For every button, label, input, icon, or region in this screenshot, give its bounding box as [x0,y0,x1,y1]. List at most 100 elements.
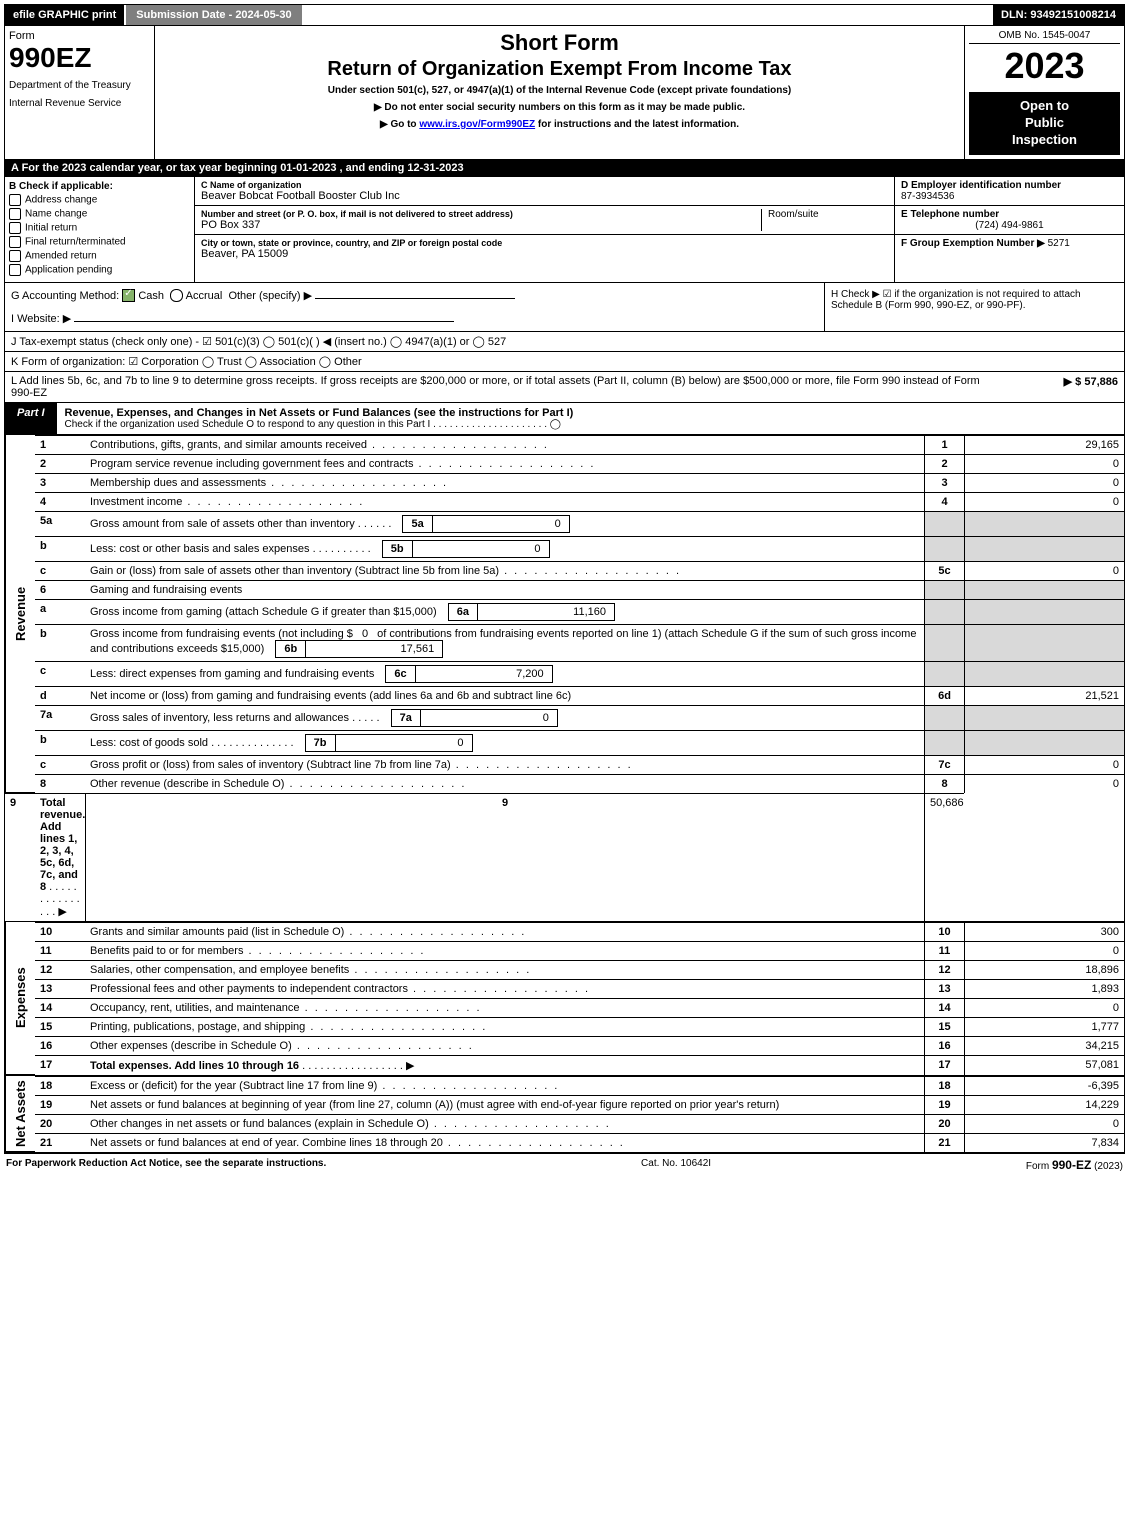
return-title: Return of Organization Exempt From Incom… [165,58,954,81]
line-2-desc: Program service revenue including govern… [85,454,924,473]
line-14-desc: Occupancy, rent, utilities, and maintena… [85,998,924,1017]
line-6-num: 6 [35,580,85,599]
line-5a-text: Gross amount from sale of assets other t… [90,518,355,530]
checkbox-accrual[interactable] [170,289,183,302]
part-1-sub: Check if the organization used Schedule … [65,419,431,430]
opt-pend: Application pending [25,264,112,275]
ssn-warning: ▶ Do not enter social security numbers o… [165,102,954,113]
line-19-desc: Net assets or fund balances at beginning… [85,1095,924,1114]
line-6b-text1: Gross income from fundraising events (no… [90,628,353,640]
line-21-num: 21 [35,1133,85,1152]
line-12-desc: Salaries, other compensation, and employ… [85,960,924,979]
page-footer: For Paperwork Reduction Act Notice, see … [4,1153,1125,1176]
line-7c-box: 7c [924,755,964,774]
line-7b-desc: Less: cost of goods sold . . . . . . . .… [85,730,924,755]
line-8-val: 0 [964,774,1124,793]
line-2-num: 2 [35,454,85,473]
line-6b-ib-val: 17,561 [306,641,442,657]
line-1-val: 29,165 [964,435,1124,454]
checkbox-pending[interactable] [9,264,21,276]
room-suite-label: Room/suite [761,209,888,231]
checkbox-name-change[interactable] [9,208,21,220]
form-header: Form 990EZ Department of the Treasury In… [4,26,1125,160]
line-6b-box-shade [924,624,964,661]
line-7a-ib-val: 0 [421,710,557,726]
part-1-checkbox[interactable]: ◯ [550,419,561,430]
line-2-val: 0 [964,454,1124,473]
checkbox-address-change[interactable] [9,194,21,206]
line-5c-val: 0 [964,561,1124,580]
line-14-val: 0 [964,998,1124,1017]
checkbox-amended[interactable] [9,250,21,262]
line-12-box: 12 [924,960,964,979]
line-12-val: 18,896 [964,960,1124,979]
line-6c-num: c [35,661,85,686]
line-5a-ib-val: 0 [433,516,569,532]
line-6d-desc: Net income or (loss) from gaming and fun… [85,686,924,705]
line-10-box: 10 [924,922,964,941]
footer-form-post: (2023) [1094,1161,1123,1172]
line-7b-val-shade [964,730,1124,755]
line-9-desc: Total revenue. Add lines 1, 2, 3, 4, 5c,… [35,793,85,921]
submission-date: Submission Date - 2024-05-30 [126,5,301,25]
instructions-link-line: ▶ Go to www.irs.gov/Form990EZ for instru… [165,119,954,130]
footer-right: Form 990-EZ (2023) [1026,1158,1123,1172]
open-line3: Inspection [973,132,1116,149]
line-4-num: 4 [35,492,85,511]
checkbox-cash[interactable] [122,289,135,302]
line-6b-desc: Gross income from fundraising events (no… [85,624,924,661]
line-9-box: 9 [85,793,924,921]
efile-print-label: efile GRAPHIC print [5,5,124,25]
line-7a-text: Gross sales of inventory, less returns a… [90,712,349,724]
line-7a-ib-lbl: 7a [392,710,421,726]
ein-value: 87-3934536 [901,191,1118,202]
line-6b-num: b [35,624,85,661]
line-7b-inner: 7b 0 [305,734,473,752]
checkbox-final-return[interactable] [9,236,21,248]
website-input[interactable] [74,321,454,322]
line-8-num: 8 [35,774,85,793]
line-15-num: 15 [35,1017,85,1036]
opt-addr: Address change [25,194,97,205]
line-17-text: Total expenses. Add lines 10 through 16 [90,1060,299,1072]
open-to-public-box: Open to Public Inspection [969,92,1120,155]
section-k: K Form of organization: ☑ Corporation ◯ … [4,352,1125,372]
line-6a-inner: 6a 11,160 [448,603,615,621]
form-number: 990EZ [9,42,150,74]
line-9-text: Total revenue. Add lines 1, 2, 3, 4, 5c,… [40,797,85,893]
line-11-box: 11 [924,941,964,960]
section-l-value: ▶ $ 57,886 [998,375,1118,399]
line-16-num: 16 [35,1036,85,1055]
line-5b-desc: Less: cost or other basis and sales expe… [85,536,924,561]
opt-name: Name change [25,208,87,219]
section-a-calendar-year: A For the 2023 calendar year, or tax yea… [4,160,1125,177]
line-16-box: 16 [924,1036,964,1055]
line-1-num: 1 [35,435,85,454]
line-7b-ib-val: 0 [336,735,472,751]
line-19-box: 19 [924,1095,964,1114]
checkbox-initial-return[interactable] [9,222,21,234]
opt-final: Final return/terminated [25,236,126,247]
part-1-header: Part I Revenue, Expenses, and Changes in… [4,403,1125,435]
org-name: Beaver Bobcat Football Booster Club Inc [201,190,888,202]
line-6c-desc: Less: direct expenses from gaming and fu… [85,661,924,686]
line-20-num: 20 [35,1114,85,1133]
g-other: Other (specify) ▶ [228,290,312,302]
section-j: J Tax-exempt status (check only one) - ☑… [4,332,1125,352]
line-4-box: 4 [924,492,964,511]
line-10-val: 300 [964,922,1124,941]
g-cash: Cash [138,290,164,302]
line-5b-text: Less: cost or other basis and sales expe… [90,543,310,555]
part-1-tag: Part I [5,403,57,434]
line-6c-box-shade [924,661,964,686]
expenses-table: Expenses 10 Grants and similar amounts p… [4,922,1125,1076]
line-6a-box-shade [924,599,964,624]
line-6c-ib-lbl: 6c [386,666,415,682]
line-19-val: 14,229 [964,1095,1124,1114]
line-20-desc: Other changes in net assets or fund bala… [85,1114,924,1133]
footer-form-no: 990-EZ [1052,1158,1091,1172]
g-other-input[interactable] [315,298,515,299]
line-15-val: 1,777 [964,1017,1124,1036]
irs-link[interactable]: www.irs.gov/Form990EZ [419,119,535,130]
line-5c-box: 5c [924,561,964,580]
